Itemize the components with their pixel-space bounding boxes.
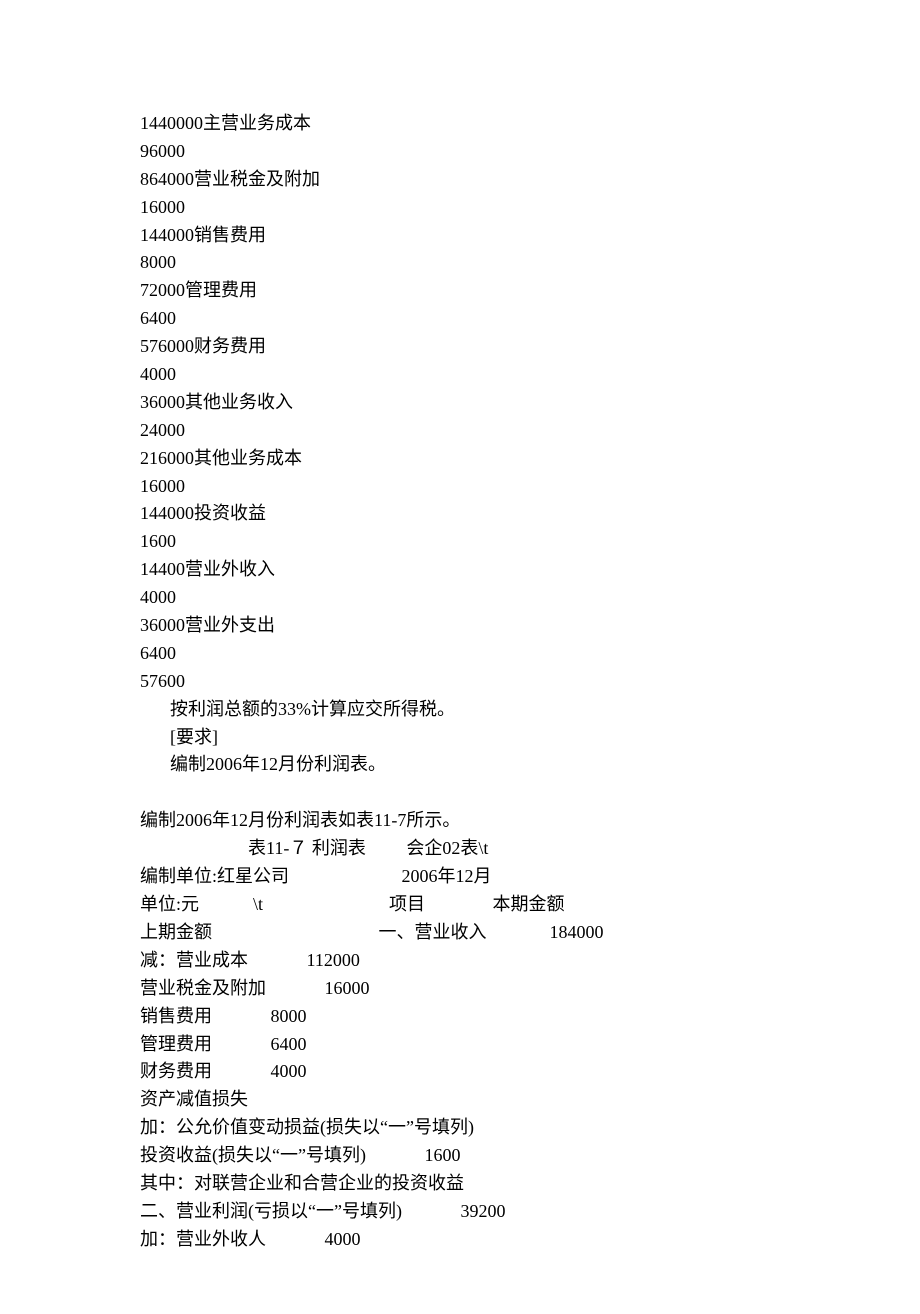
table-row: 其中：对联营企业和合营企业的投资收益 [140,1170,780,1198]
data-line: 144000投资收益 [140,500,780,528]
note-line: [要求] [140,724,780,752]
data-line: 144000销售费用 [140,222,780,250]
data-line: 8000 [140,249,780,277]
table-row: 财务费用 4000 [140,1058,780,1086]
data-line: 6400 [140,640,780,668]
table-row: 加：公允价值变动损益(损失以“一”号填列) [140,1114,780,1142]
table-row: 资产减值损失 [140,1086,780,1114]
data-line: 16000 [140,473,780,501]
blank-line [140,779,780,807]
table-row: 投资收益(损失以“一”号填列) 1600 [140,1142,780,1170]
data-line: 6400 [140,305,780,333]
table-row: 管理费用 6400 [140,1031,780,1059]
table-row: 销售费用 8000 [140,1003,780,1031]
table-title-line: 表11-７ 利润表 会企02表\t [140,835,780,863]
data-line: 1440000主营业务成本 [140,110,780,138]
data-line: 4000 [140,584,780,612]
data-line: 864000营业税金及附加 [140,166,780,194]
table-row: 营业税金及附加 16000 [140,975,780,1003]
document-page: 1440000主营业务成本 96000 864000营业税金及附加 16000 … [0,0,920,1314]
table-row: 二、营业利润(亏损以“一”号填列) 39200 [140,1198,780,1226]
data-line: 36000营业外支出 [140,612,780,640]
intro-line: 编制2006年12月份利润表如表11-7所示。 [140,807,780,835]
data-line: 16000 [140,194,780,222]
table-row: 加：营业外收人 4000 [140,1226,780,1254]
data-line: 24000 [140,417,780,445]
data-line: 4000 [140,361,780,389]
table-prev-line: 上期金额 一、营业收入 184000 [140,919,780,947]
table-header-line: 编制单位:红星公司 2006年12月 [140,863,780,891]
table-row: 减：营业成本 112000 [140,947,780,975]
data-line: 1600 [140,528,780,556]
table-unit-line: 单位:元 \t 项目 本期金额 [140,891,780,919]
data-line: 216000其他业务成本 [140,445,780,473]
data-line: 96000 [140,138,780,166]
data-line: 57600 [140,668,780,696]
data-line: 36000其他业务收入 [140,389,780,417]
data-line: 72000管理费用 [140,277,780,305]
note-line: 按利润总额的33%计算应交所得税。 [140,696,780,724]
data-line: 14400营业外收入 [140,556,780,584]
note-line: 编制2006年12月份利润表。 [140,751,780,779]
data-line: 576000财务费用 [140,333,780,361]
